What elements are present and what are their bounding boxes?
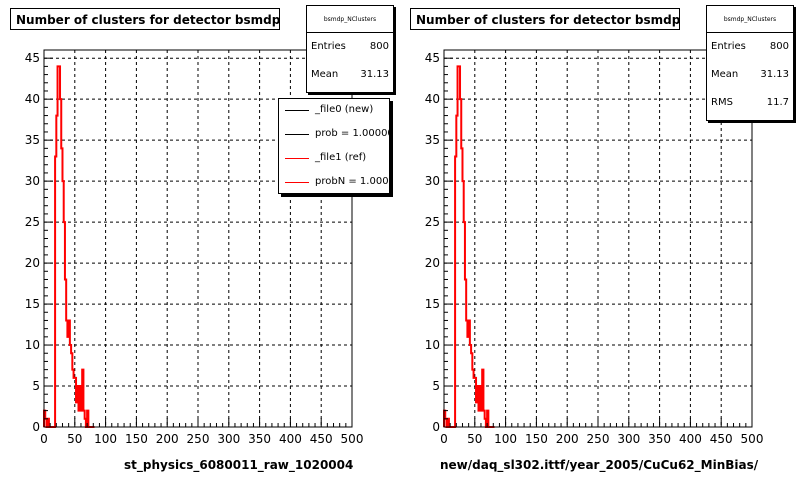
legend-entry: _file1 (ref) — [279, 147, 389, 171]
legend-label: probN = 1.000000 — [315, 176, 389, 187]
y-tick-label: 30 — [425, 174, 440, 188]
stats-rms-row: RMS 11.7 — [707, 89, 793, 117]
x-tick-label: 100 — [494, 432, 517, 446]
x-tick-label: 300 — [617, 432, 640, 446]
histogram-bin — [59, 66, 60, 427]
stats-name: bsmdp_NClusters — [307, 6, 393, 33]
x-tick-label: 450 — [710, 432, 733, 446]
y-tick-label: 0 — [32, 420, 40, 434]
x-tick-label: 150 — [525, 432, 548, 446]
y-tick-label: 35 — [425, 133, 440, 147]
stats-box-right: bsmdp_NClusters Entries 800 Mean 31.13 R… — [706, 5, 794, 121]
x-tick-label: 250 — [587, 432, 610, 446]
histogram-bin — [461, 148, 462, 427]
histogram-bin — [467, 337, 468, 427]
stats-value: 11.7 — [766, 97, 789, 108]
legend-line — [285, 182, 309, 183]
stats-value: 31.13 — [360, 69, 389, 80]
stats-label: Entries — [711, 41, 746, 52]
x-tick-label: 150 — [125, 432, 148, 446]
y-tick-label: 25 — [425, 215, 440, 229]
y-tick-label: 25 — [25, 215, 40, 229]
y-tick-label: 45 — [25, 51, 40, 65]
legend-line — [285, 134, 309, 135]
legend-entry: prob = 1.000000 — [279, 123, 389, 147]
y-tick-label: 15 — [25, 297, 40, 311]
histogram-bin — [76, 402, 77, 427]
stats-name: bsmdp_NClusters — [707, 6, 793, 33]
y-tick-label: 15 — [425, 297, 440, 311]
stats-entries-row: Entries 800 — [307, 33, 393, 61]
y-tick-label: 0 — [432, 420, 440, 434]
stats-box-left: bsmdp_NClusters Entries 800 Mean 31.13 — [306, 5, 394, 93]
stats-label: Entries — [311, 41, 346, 52]
stats-mean-row: Mean 31.13 — [307, 61, 393, 89]
stats-value: 31.13 — [760, 69, 789, 80]
legend-line — [285, 110, 309, 111]
y-tick-label: 5 — [432, 379, 440, 393]
histogram-bin — [56, 116, 57, 427]
legend-box: _file0 (new) prob = 1.000000 _file1 (ref… — [278, 98, 390, 194]
histogram-series — [443, 65, 495, 428]
x-tick-label: 300 — [217, 432, 240, 446]
x-tick-label: 200 — [556, 432, 579, 446]
x-tick-label: 400 — [679, 432, 702, 446]
y-tick-label: 30 — [25, 174, 40, 188]
y-tick-label: 10 — [425, 338, 440, 352]
x-axis-title-left: st_physics_6080011_raw_1020004 — [124, 458, 354, 472]
histogram-bin — [58, 66, 59, 427]
x-tick-label: 350 — [248, 432, 271, 446]
chart-title-left: Number of clusters for detector bsmdp — [10, 8, 280, 30]
x-tick-label: 0 — [40, 432, 48, 446]
stats-label: Mean — [711, 69, 739, 80]
x-tick-label: 200 — [156, 432, 179, 446]
histogram-bin — [478, 411, 479, 427]
y-tick-label: 20 — [425, 256, 440, 270]
x-tick-label: 50 — [67, 432, 82, 446]
histogram-bin — [61, 148, 62, 427]
y-tick-label: 10 — [25, 338, 40, 352]
x-tick-label: 500 — [741, 432, 764, 446]
stats-label: RMS — [711, 97, 733, 108]
x-tick-label: 50 — [467, 432, 482, 446]
x-tick-label: 400 — [279, 432, 302, 446]
y-tick-label: 40 — [25, 92, 40, 106]
y-tick-label: 20 — [25, 256, 40, 270]
histogram-bin — [456, 116, 457, 427]
x-tick-label: 250 — [187, 432, 210, 446]
x-tick-label: 350 — [648, 432, 671, 446]
legend-line — [285, 158, 309, 159]
histogram-bin — [67, 337, 68, 427]
histogram-bin — [459, 66, 460, 427]
x-axis-title-right: new/daq_sl302.ittf/year_2005/CuCu62_MinB… — [440, 458, 759, 472]
stats-value: 800 — [769, 41, 789, 52]
legend-entry: _file0 (new) — [279, 99, 389, 123]
histogram-bin — [458, 66, 459, 427]
y-tick-label: 40 — [425, 92, 440, 106]
y-tick-label: 45 — [425, 51, 440, 65]
histogram-bin — [78, 411, 79, 427]
stats-label: Mean — [311, 69, 339, 80]
chart-title-right: Number of clusters for detector bsmdp — [410, 8, 680, 30]
x-tick-label: 450 — [310, 432, 333, 446]
histogram-bin — [476, 402, 477, 427]
histogram-series — [43, 65, 95, 428]
x-tick-label: 500 — [341, 432, 364, 446]
legend-label: _file1 (ref) — [315, 152, 367, 163]
legend-label: prob = 1.000000 — [315, 128, 389, 139]
chart-panel-left: 0 50 100 150 200 250 300 350 400 450 500 0 5 10 15 20 25… — [25, 49, 364, 446]
y-tick-label: 35 — [25, 133, 40, 147]
stats-value: 800 — [369, 41, 389, 52]
legend-entry: probN = 1.000000 — [279, 171, 389, 193]
x-tick-label: 100 — [94, 432, 117, 446]
x-tick-label: 0 — [440, 432, 448, 446]
y-tick-label: 5 — [32, 379, 40, 393]
stats-mean-row: Mean 31.13 — [707, 61, 793, 89]
legend-label: _file0 (new) — [315, 104, 374, 115]
stats-entries-row: Entries 800 — [707, 33, 793, 61]
